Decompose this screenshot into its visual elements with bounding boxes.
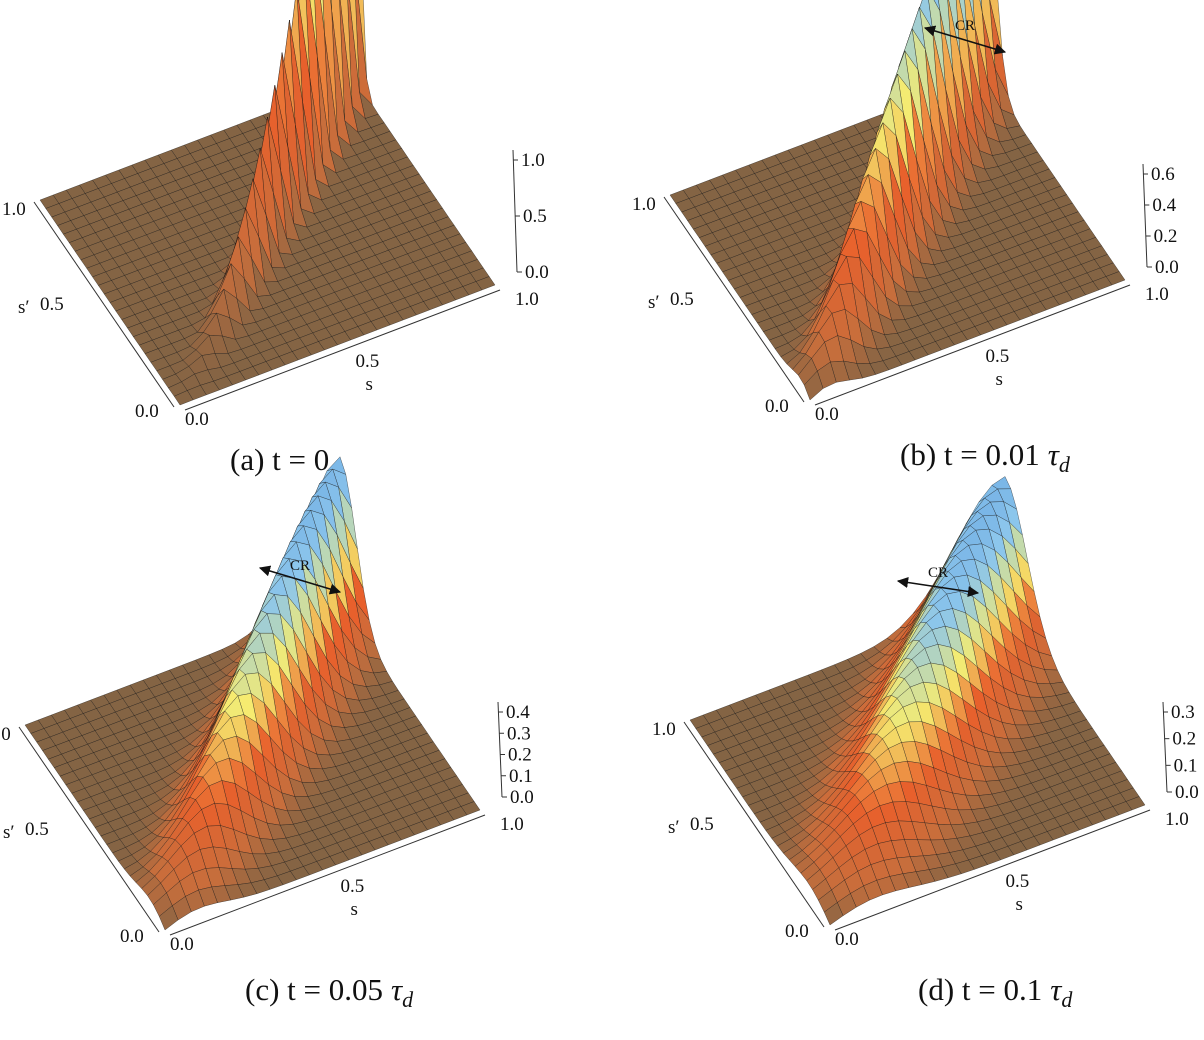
s-tick-label: 1.0 [1165,809,1189,830]
caption-text: (a) t = 0 [230,442,329,477]
caption-sub: d [1061,987,1073,1012]
cr-arrow [923,25,1007,55]
surface [24,456,481,931]
z-axis [1142,163,1148,268]
annotation: CR [290,558,310,574]
sprime-tick-label: 1.0 [632,194,656,215]
s-axis [814,284,1131,406]
z-tick-label: 0.5 [523,206,547,227]
sprime-tick-label: 0.0 [765,396,789,417]
surface [39,0,496,406]
s-axis-label: s [1016,894,1023,915]
sprime-axis-label: s′ [3,822,15,843]
surface-patch [803,370,824,401]
sprime-tick-label: 0.0 [120,926,144,947]
z-tick-label: 0.3 [1171,702,1195,723]
z-tick-label: 0.4 [1152,195,1176,216]
z-tick-label: 0.0 [1175,782,1199,803]
sprime-axis [33,201,175,408]
s-tick-label: 1.0 [515,289,539,310]
annotation: CR [955,18,975,34]
z-tick-label: 0.0 [510,787,534,808]
sprime-tick-label: 1.0 [0,724,11,745]
sprime-tick-label: 0.5 [670,289,694,310]
sprime-tick-label: 0.5 [40,294,64,315]
z-tick-label: 0.1 [509,766,533,787]
sprime-axis [18,726,160,933]
s-tick-label: 0.0 [170,934,194,955]
s-tick-label: 0.0 [185,409,209,430]
sprime-tick-label: 0.5 [25,819,49,840]
sprime-tick-label: 1.0 [2,199,26,220]
s-tick-label: 1.0 [500,814,524,835]
surface [669,0,1126,401]
caption-sub: d [1059,452,1071,477]
sprime-tick-label: 0.0 [785,921,809,942]
z-axis [1162,701,1168,793]
z-tick-label: 0.6 [1151,164,1175,185]
panel: 0.00.10.20.30.40.00.51.0s0.00.51.0s′CR(c… [0,456,534,1012]
s-axis-label: s [366,374,373,395]
z-tick-label: 0.3 [507,723,531,744]
caption-text: (c) t = 0.05 [245,972,383,1007]
s-tick-label: 0.5 [986,346,1010,367]
z-tick-label: 0.2 [508,745,532,766]
z-tick-label: 0.1 [1174,755,1198,776]
z-tick-label: 0.4 [506,702,530,723]
sprime-tick-label: 1.0 [652,719,676,740]
z-axis [497,701,503,798]
s-axis [834,809,1151,931]
z-tick-label: 0.0 [1155,257,1179,278]
sprime-tick-label: 0.0 [135,401,159,422]
z-tick-label: 0.2 [1154,226,1178,247]
panel: 0.0 0.1 0.2 0.3 0.0 0.5 1.0 s 0.0 0.5 1.0 s′ CR (d) t… [652,476,1199,1012]
caption-tau: τ [1050,972,1063,1007]
s-tick-label: 1.0 [1145,284,1169,305]
caption: (c) t = 0.05 τd [245,972,414,1012]
s-tick-label: 0.5 [341,876,365,897]
s-axis [169,814,486,936]
cr-arrow [896,576,980,598]
caption: (a) t = 0 [230,442,329,477]
z-tick-label: 0.0 [525,262,549,283]
panel: 0.0 0.2 0.4 0.6 0.0 0.5 1.0 s 0.0 0.5 1.0 s′ CR (b) t… [632,0,1179,477]
sprime-tick-label: 0.5 [690,814,714,835]
s-tick-label: 0.5 [356,351,380,372]
sprime-axis [663,196,805,403]
s-tick-label: 0.0 [815,404,839,425]
caption-text: (b) t = 0.01 [900,437,1040,472]
panel: 0.0 0.5 1.0 0.0 0.5 1.0 s 0.0 0.5 1.0 s′ (a) t = 0 [2,0,549,477]
caption: (d) t = 0.1 τd [918,972,1073,1012]
surface-patch [823,902,844,926]
sprime-axis-label: s′ [18,297,30,318]
sprime-axis-label: s′ [648,292,660,313]
surface-patch [173,390,194,406]
z-tick-label: 1.0 [521,150,545,171]
s-axis-label: s [996,369,1003,390]
z-tick-label: 0.2 [1172,729,1196,750]
s-axis-label: s [351,899,358,920]
z-axis [512,149,518,273]
sprime-axis [683,721,825,928]
caption-tau: τ [1048,437,1061,472]
surface-patch [158,905,179,931]
sprime-axis-label: s′ [668,817,680,838]
caption-sub: d [402,987,414,1012]
surface [689,476,1146,926]
annotation: CR [928,565,948,581]
caption-tau: τ [391,972,404,1007]
caption: (b) t = 0.01 τd [900,437,1071,477]
s-tick-label: 0.5 [1006,871,1030,892]
cr-arrow [258,565,342,595]
s-tick-label: 0.0 [835,929,859,950]
s-axis [184,289,501,411]
caption-text: (d) t = 0.1 [918,972,1042,1007]
